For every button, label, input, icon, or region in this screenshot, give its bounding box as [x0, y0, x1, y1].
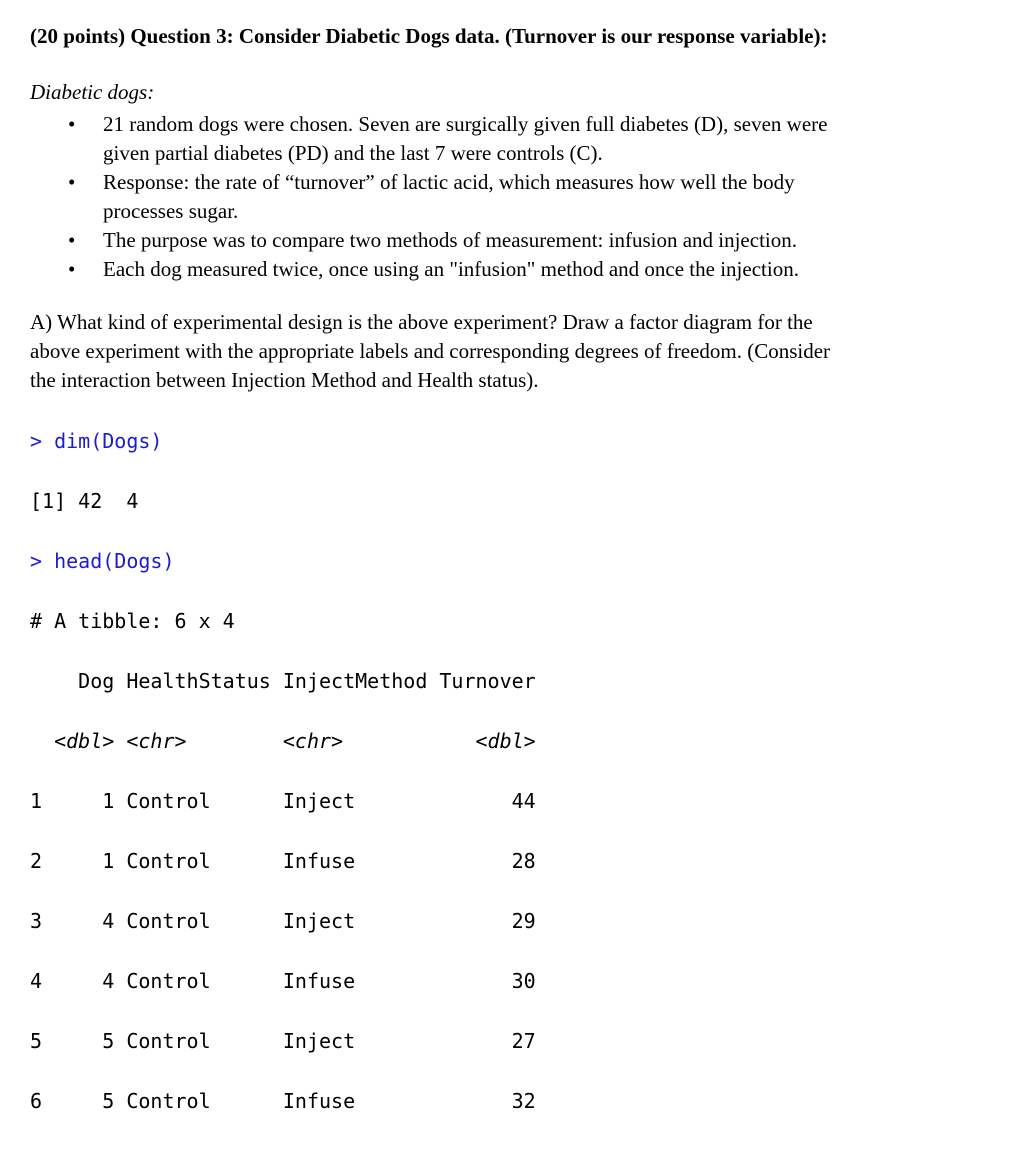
table-row: 3 4 Control Inject 29 [30, 909, 536, 933]
list-item: • Response: the rate of “turnover” of la… [30, 168, 1004, 226]
console-output-line: # A tibble: 6 x 4 [30, 609, 235, 633]
question-a-paragraph: A) What kind of experimental design is t… [30, 308, 1004, 395]
bullet-line: The purpose was to compare two methods o… [103, 228, 797, 252]
bullet-icon: • [68, 257, 76, 281]
table-row: 6 5 Control Infuse 32 [30, 1089, 536, 1113]
bullet-line: 21 random dogs were chosen. Seven are su… [103, 112, 828, 136]
table-row: 2 1 Control Infuse 28 [30, 849, 536, 873]
bullet-line: Response: the rate of “turnover” of lact… [103, 170, 795, 194]
question-title: (20 points) Question 3: Consider Diabeti… [30, 24, 828, 48]
bullet-icon: • [68, 112, 76, 136]
table-types-line: <dbl> <chr> <chr> <dbl> [30, 729, 536, 753]
paragraph-line: A) What kind of experimental design is t… [30, 310, 813, 334]
list-item: • Each dog measured twice, once using an… [30, 255, 1004, 284]
bullet-icon: • [68, 170, 76, 194]
table-row: 5 5 Control Inject 27 [30, 1029, 536, 1053]
paragraph-line: above experiment with the appropriate la… [30, 339, 831, 363]
paragraph-line: the interaction between Injection Method… [30, 368, 539, 392]
bullet-text: The purpose was to compare two methods o… [103, 226, 797, 255]
table-row: 4 4 Control Infuse 30 [30, 969, 536, 993]
r-console-output: > dim(Dogs) [1] 42 4 > head(Dogs) # A ti… [30, 391, 1004, 1151]
bullet-line: Each dog measured twice, once using an "… [103, 257, 799, 281]
section-heading: Diabetic dogs: [30, 80, 155, 104]
console-command-line: > dim(Dogs) [30, 429, 163, 453]
list-item: • The purpose was to compare two methods… [30, 226, 1004, 255]
list-item: • 21 random dogs were chosen. Seven are … [30, 110, 1004, 168]
console-output-line: [1] 42 4 [30, 489, 139, 513]
bullet-list: • 21 random dogs were chosen. Seven are … [30, 110, 1004, 284]
bullet-icon: • [68, 228, 76, 252]
table-header-line: Dog HealthStatus InjectMethod Turnover [30, 669, 536, 693]
table-row: 1 1 Control Inject 44 [30, 789, 536, 813]
bullet-text: Each dog measured twice, once using an "… [103, 255, 799, 284]
bullet-line: given partial diabetes (PD) and the last… [103, 141, 603, 165]
bullet-text: 21 random dogs were chosen. Seven are su… [103, 110, 827, 168]
console-command-line: > head(Dogs) [30, 549, 175, 573]
bullet-text: Response: the rate of “turnover” of lact… [103, 168, 795, 226]
bullet-line: processes sugar. [103, 199, 239, 223]
